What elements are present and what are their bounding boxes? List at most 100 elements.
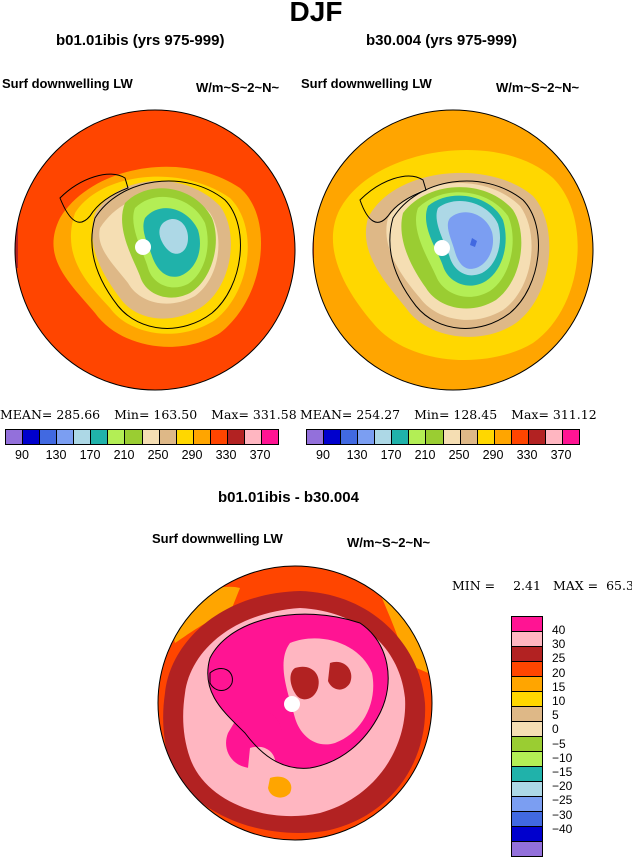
left-stats: MEAN= 285.66 Min= 163.50 Max= 331.58: [0, 407, 297, 422]
left-min-label: Min=: [114, 407, 150, 422]
diff-polar-map: [157, 565, 433, 841]
right-colorbar-ticks: 90 130 170 210 250 290 330 370: [306, 448, 578, 464]
diff-colorbar-swatch: [512, 677, 542, 692]
right-stats: MEAN= 254.27 Min= 128.45 Max= 311.12: [300, 407, 597, 422]
diff-colorbar-swatch: [512, 662, 542, 677]
right-variable-label: Surf downwelling LW: [301, 76, 432, 91]
colorbar-tick-label: 250: [448, 448, 470, 462]
colorbar-tick-label: 210: [414, 448, 436, 462]
colorbar-swatch: [307, 430, 325, 444]
diff-colorbar-swatch: [512, 647, 542, 662]
colorbar-swatch: [494, 430, 512, 444]
right-max-value: 311.12: [552, 407, 597, 422]
colorbar-swatch: [528, 430, 546, 444]
colorbar-tick-label: 290: [181, 448, 203, 462]
left-panel-title: b01.01ibis (yrs 975-999): [56, 32, 225, 49]
colorbar-tick-label: 210: [113, 448, 135, 462]
colorbar-swatch: [341, 430, 359, 444]
colorbar-swatch: [562, 430, 579, 444]
colorbar-tick-label: 370: [550, 448, 572, 462]
diff-colorbar-label: 5: [552, 708, 559, 723]
colorbar-swatch: [426, 430, 444, 444]
colorbar-tick-label: 170: [79, 448, 101, 462]
diff-colorbar-label: −20: [552, 779, 573, 794]
diff-colorbar-swatch: [512, 737, 542, 752]
right-max-label: Max=: [511, 407, 549, 422]
diff-colorbar-label: −5: [552, 736, 566, 751]
colorbar-swatch: [392, 430, 410, 444]
diff-colorbar: [511, 616, 543, 857]
colorbar-tick-label: 90: [15, 448, 29, 462]
colorbar-swatch: [210, 430, 228, 444]
colorbar-tick-label: 170: [380, 448, 402, 462]
diff-colorbar-swatch: [512, 827, 542, 842]
figure-title: DJF: [289, 0, 343, 27]
diff-colorbar-label: 40: [552, 623, 566, 637]
colorbar-swatch: [108, 430, 126, 444]
diff-stats: MIN = 2.41 MAX = 65.39: [452, 578, 632, 593]
diff-colorbar-swatch: [512, 692, 542, 707]
colorbar-tick-label: 290: [482, 448, 504, 462]
diff-min-label: MIN =: [452, 578, 496, 593]
diff-colorbar-swatch: [512, 752, 542, 767]
colorbar-swatch: [511, 430, 529, 444]
right-min-value: 128.45: [453, 407, 498, 422]
colorbar-swatch: [23, 430, 41, 444]
right-mean-value: 254.27: [356, 407, 401, 422]
colorbar-swatch: [244, 430, 262, 444]
diff-colorbar-label: 10: [552, 694, 566, 708]
colorbar-swatch: [91, 430, 109, 444]
colorbar-swatch: [358, 430, 376, 444]
colorbar-tick-label: 250: [147, 448, 169, 462]
right-polar-map: [312, 109, 594, 391]
colorbar-swatch: [375, 430, 393, 444]
colorbar-swatch: [74, 430, 92, 444]
colorbar-swatch: [57, 430, 75, 444]
colorbar-swatch: [227, 430, 245, 444]
colorbar-swatch: [159, 430, 177, 444]
colorbar-tick-label: 370: [249, 448, 271, 462]
diff-colorbar-swatch: [512, 767, 542, 782]
diff-colorbar-label: 0: [552, 722, 559, 737]
colorbar-swatch: [40, 430, 58, 444]
diff-colorbar-label: −30: [552, 807, 573, 822]
diff-max-value: 65.39: [606, 578, 632, 593]
left-max-value: 331.58: [252, 407, 297, 422]
diff-units-label: W/m~S~2~N~: [347, 535, 431, 550]
colorbar-tick-label: 330: [215, 448, 237, 462]
left-mean-value: 285.66: [56, 407, 101, 422]
right-min-label: Min=: [414, 407, 450, 422]
left-units-label: W/m~S~2~N~: [196, 80, 280, 95]
diff-colorbar-label: −15: [552, 765, 573, 779]
diff-colorbar-label: −40: [552, 821, 573, 836]
colorbar-swatch: [261, 430, 278, 444]
diff-panel-title: b01.01ibis - b30.004: [218, 489, 359, 506]
colorbar-tick-label: 130: [45, 448, 67, 462]
diff-colorbar-label: 15: [552, 679, 566, 694]
colorbar-swatch: [142, 430, 160, 444]
colorbar-swatch: [477, 430, 495, 444]
diff-colorbar-swatch: [512, 812, 542, 827]
diff-colorbar-label: −25: [552, 793, 573, 808]
left-colorbar-ticks: 90 130 170 210 250 290 330 370: [5, 448, 277, 464]
left-polar-map: [14, 109, 296, 391]
colorbar-swatch: [193, 430, 211, 444]
diff-colorbar-label: −10: [552, 750, 573, 765]
left-max-label: Max=: [211, 407, 249, 422]
colorbar-swatch: [324, 430, 342, 444]
diff-colorbar-label: 30: [552, 637, 566, 652]
colorbar-swatch: [545, 430, 563, 444]
left-colorbar: [5, 429, 279, 445]
left-min-value: 163.50: [153, 407, 198, 422]
diff-colorbar-swatch: [512, 632, 542, 647]
diff-colorbar-label: 20: [552, 665, 566, 680]
right-panel-title: b30.004 (yrs 975-999): [366, 32, 517, 49]
diff-colorbar-swatch: [512, 707, 542, 722]
diff-colorbar-label: 25: [552, 651, 566, 666]
diff-colorbar-labels: 40 30 25 20 15 10 5 0 −5 −10 −15 −20 −25 −30 −40: [552, 616, 592, 846]
colorbar-swatch: [176, 430, 194, 444]
colorbar-swatch: [443, 430, 461, 444]
left-mean-label: MEAN=: [0, 407, 53, 422]
colorbar-tick-label: 330: [516, 448, 538, 462]
colorbar-swatch: [6, 430, 24, 444]
